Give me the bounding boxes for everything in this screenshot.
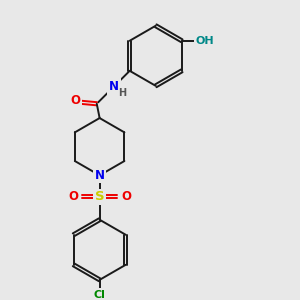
Text: S: S [95,190,104,203]
Text: Cl: Cl [94,290,106,300]
Text: OH: OH [196,36,214,46]
Text: N: N [94,169,105,182]
Text: N: N [109,80,119,93]
Text: H: H [118,88,126,98]
Text: O: O [121,190,131,203]
Text: O: O [70,94,81,107]
Text: O: O [68,190,78,203]
